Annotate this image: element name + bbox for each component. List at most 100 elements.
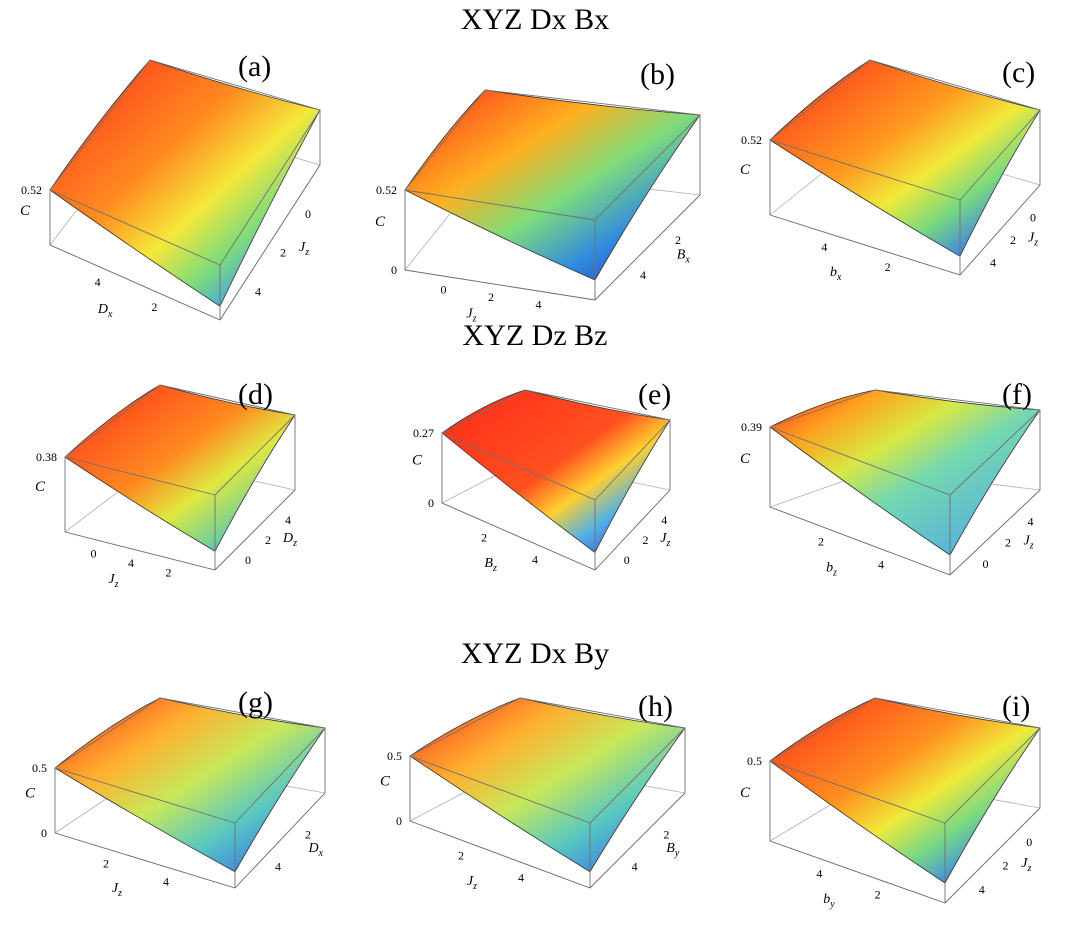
box-edge	[484, 89, 701, 116]
axis1-tick: 4	[821, 240, 827, 254]
box-edge	[49, 189, 221, 266]
surface-panel-h: 0.5 0 C 2 4 Jz 2 4 By	[355, 678, 686, 908]
box-edge	[234, 727, 326, 824]
z-tick-max: 0.5	[747, 754, 762, 768]
box-edge	[219, 164, 321, 321]
axis2-tick: 2	[305, 828, 311, 842]
box-edge	[594, 114, 701, 221]
axis1-label: Jz	[467, 874, 477, 892]
box-edge	[874, 389, 1041, 411]
box-edge	[769, 760, 946, 824]
panel-label: (i)	[1002, 690, 1031, 723]
box-edge	[54, 832, 236, 889]
z-axis-label: C	[20, 203, 31, 219]
axis2-tick: 0	[245, 553, 251, 567]
box-edge	[769, 697, 876, 762]
axis1-tick: 2	[875, 887, 881, 901]
z-tick-min: 0	[396, 814, 402, 828]
box-edge	[404, 89, 486, 191]
panel-label: (f)	[1002, 378, 1032, 411]
z-tick-max: 0.38	[36, 450, 57, 464]
box-edge	[409, 755, 591, 824]
z-axis-label: C	[25, 785, 36, 801]
axis2-tick: 2	[265, 533, 271, 547]
axis2-tick: 0	[1030, 211, 1036, 225]
axis2-tick: 2	[675, 233, 681, 247]
axis1-tick: 2	[481, 530, 487, 544]
z-axis-label: C	[375, 214, 386, 230]
axis2-tick: 4	[632, 859, 638, 873]
axis2-tick: 0	[624, 553, 630, 567]
z-axis-label: C	[740, 451, 751, 467]
box-edge	[769, 840, 946, 904]
axis2-tick: 4	[275, 859, 281, 873]
box-edge	[589, 727, 686, 824]
box-edge	[944, 807, 1041, 904]
z-axis-label: C	[380, 773, 391, 789]
surface-mesh	[769, 697, 1041, 884]
axis1-tick: 4	[163, 875, 169, 889]
axis2-tick: 4	[1028, 514, 1034, 528]
axis1-tick: 0	[91, 547, 97, 561]
z-tick-min: 0	[428, 496, 434, 510]
box-edge	[869, 59, 1041, 111]
box-edge	[769, 59, 871, 141]
axis1-tick: 2	[166, 566, 172, 580]
box-edge	[64, 384, 161, 458]
axis2-tick: 4	[285, 513, 291, 527]
box-edge	[234, 792, 326, 889]
surface-plot-i: 0.5 C 4 2 by 0 2 4 Jz	[740, 697, 1041, 910]
axis2-tick: 4	[255, 284, 261, 298]
axis1-label: Bz	[484, 556, 497, 574]
surface-panel-c: 0.52 C 4 2 bx 0 2 4 Jz	[710, 40, 1041, 283]
axis1-tick: 2	[458, 848, 464, 862]
z-tick-max: 0.52	[21, 183, 42, 197]
box-edge	[49, 244, 221, 321]
axis1-tick: 2	[103, 856, 109, 870]
surface-plot-f: 0.39 C 2 4 bz 4 2 0 Jz	[740, 389, 1041, 579]
box-edge	[944, 727, 1041, 824]
surface-mesh	[409, 697, 686, 873]
surface-plot-b: 0.52 0 C 0 2 4 Jz 2 4 Bx	[375, 89, 701, 325]
axis1-tick: 4	[878, 557, 884, 571]
axis2-tick: 4	[640, 268, 646, 282]
box-edge	[949, 409, 1041, 496]
axis2-label: Dz	[282, 531, 297, 549]
axis2-tick: 2	[643, 533, 649, 547]
axis2-label: Bx	[677, 247, 691, 265]
axis2-label: Dx	[308, 841, 324, 859]
axis1-tick: 2	[151, 300, 157, 314]
box-edge	[769, 389, 876, 428]
row-title-1: XYZ Dx Bx	[460, 3, 610, 36]
axis1-tick: 4	[95, 275, 101, 289]
box-edge	[594, 489, 671, 571]
z-tick-min: 0	[41, 826, 47, 840]
box-edge	[524, 389, 671, 421]
surface-panel-i: 0.5 C 4 2 by 0 2 4 Jz	[710, 678, 1041, 910]
z-tick-max: 0.52	[741, 133, 762, 147]
axis1-tick: 4	[518, 871, 524, 885]
axis1-tick: 4	[816, 867, 822, 881]
axis1-tick: 4	[532, 553, 538, 567]
z-tick-max: 0.52	[376, 183, 397, 197]
axis1-tick: 4	[536, 298, 542, 312]
box-edge	[159, 384, 296, 416]
axis2-label: By	[666, 841, 680, 859]
box-edge	[54, 697, 161, 769]
z-axis-label: C	[35, 479, 46, 495]
surface-panel-e: 0.27 0 C 2 4 Bz 4 2 0 Jz	[355, 360, 685, 590]
row-title-2: XYZ Dz Bz	[462, 319, 608, 352]
box-edge	[409, 820, 591, 889]
box-edge	[594, 419, 671, 501]
axis2-tick: 4	[990, 256, 996, 270]
box-edge	[404, 269, 596, 301]
box-edge	[214, 489, 296, 571]
surface-panel-g: 0.5 0 C 2 4 Jz 2 4 Dx	[0, 678, 330, 908]
panel-label: (h)	[638, 690, 673, 723]
box-edge	[769, 426, 951, 496]
box-edge	[64, 531, 216, 571]
